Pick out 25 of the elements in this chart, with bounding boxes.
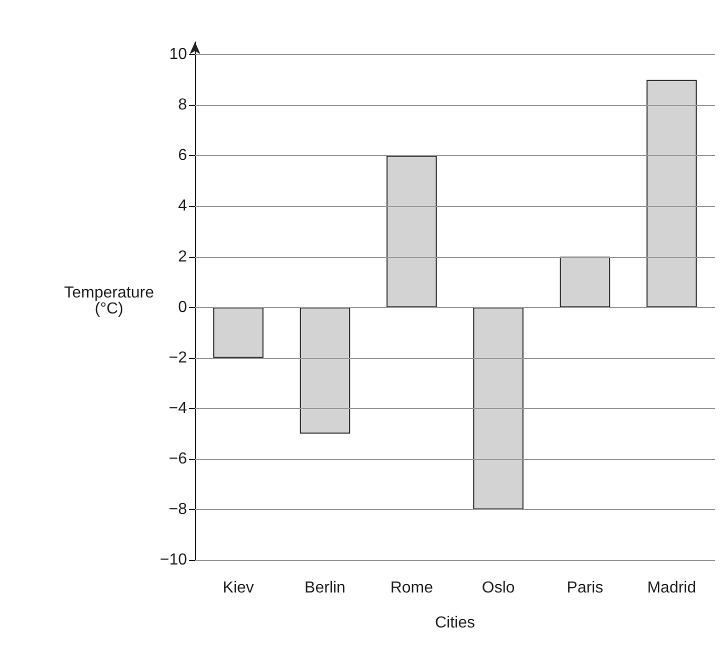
x-tick-label: Berlin xyxy=(304,580,346,596)
bar xyxy=(473,307,524,510)
bar xyxy=(646,80,697,308)
bar xyxy=(213,307,264,358)
x-tick-label: Paris xyxy=(566,580,604,596)
bar xyxy=(300,307,350,434)
x-tick-label: Oslo xyxy=(482,580,515,596)
bar xyxy=(560,256,610,308)
y-tick-label: −2 xyxy=(168,349,188,366)
y-tick-label: 2 xyxy=(178,248,188,266)
y-tick-label: 0 xyxy=(178,298,188,316)
y-tick-label: 10 xyxy=(169,46,188,64)
y-tick-label: −6 xyxy=(168,450,188,468)
x-axis-title: Cities xyxy=(434,614,476,632)
y-tick-label: −10 xyxy=(160,552,188,568)
x-tick-label: Kiev xyxy=(222,580,254,596)
x-tick-label: Rome xyxy=(390,580,434,596)
y-tick-label: 6 xyxy=(178,147,188,164)
y-tick-label: −8 xyxy=(168,500,188,518)
bar xyxy=(386,156,437,308)
y-tick-label: 4 xyxy=(178,198,188,215)
y-tick-label: −4 xyxy=(168,400,188,417)
x-tick-label: Madrid xyxy=(647,580,696,596)
y-axis-title: Temperature (°C) xyxy=(64,284,154,318)
y-tick-label: 8 xyxy=(178,96,188,114)
